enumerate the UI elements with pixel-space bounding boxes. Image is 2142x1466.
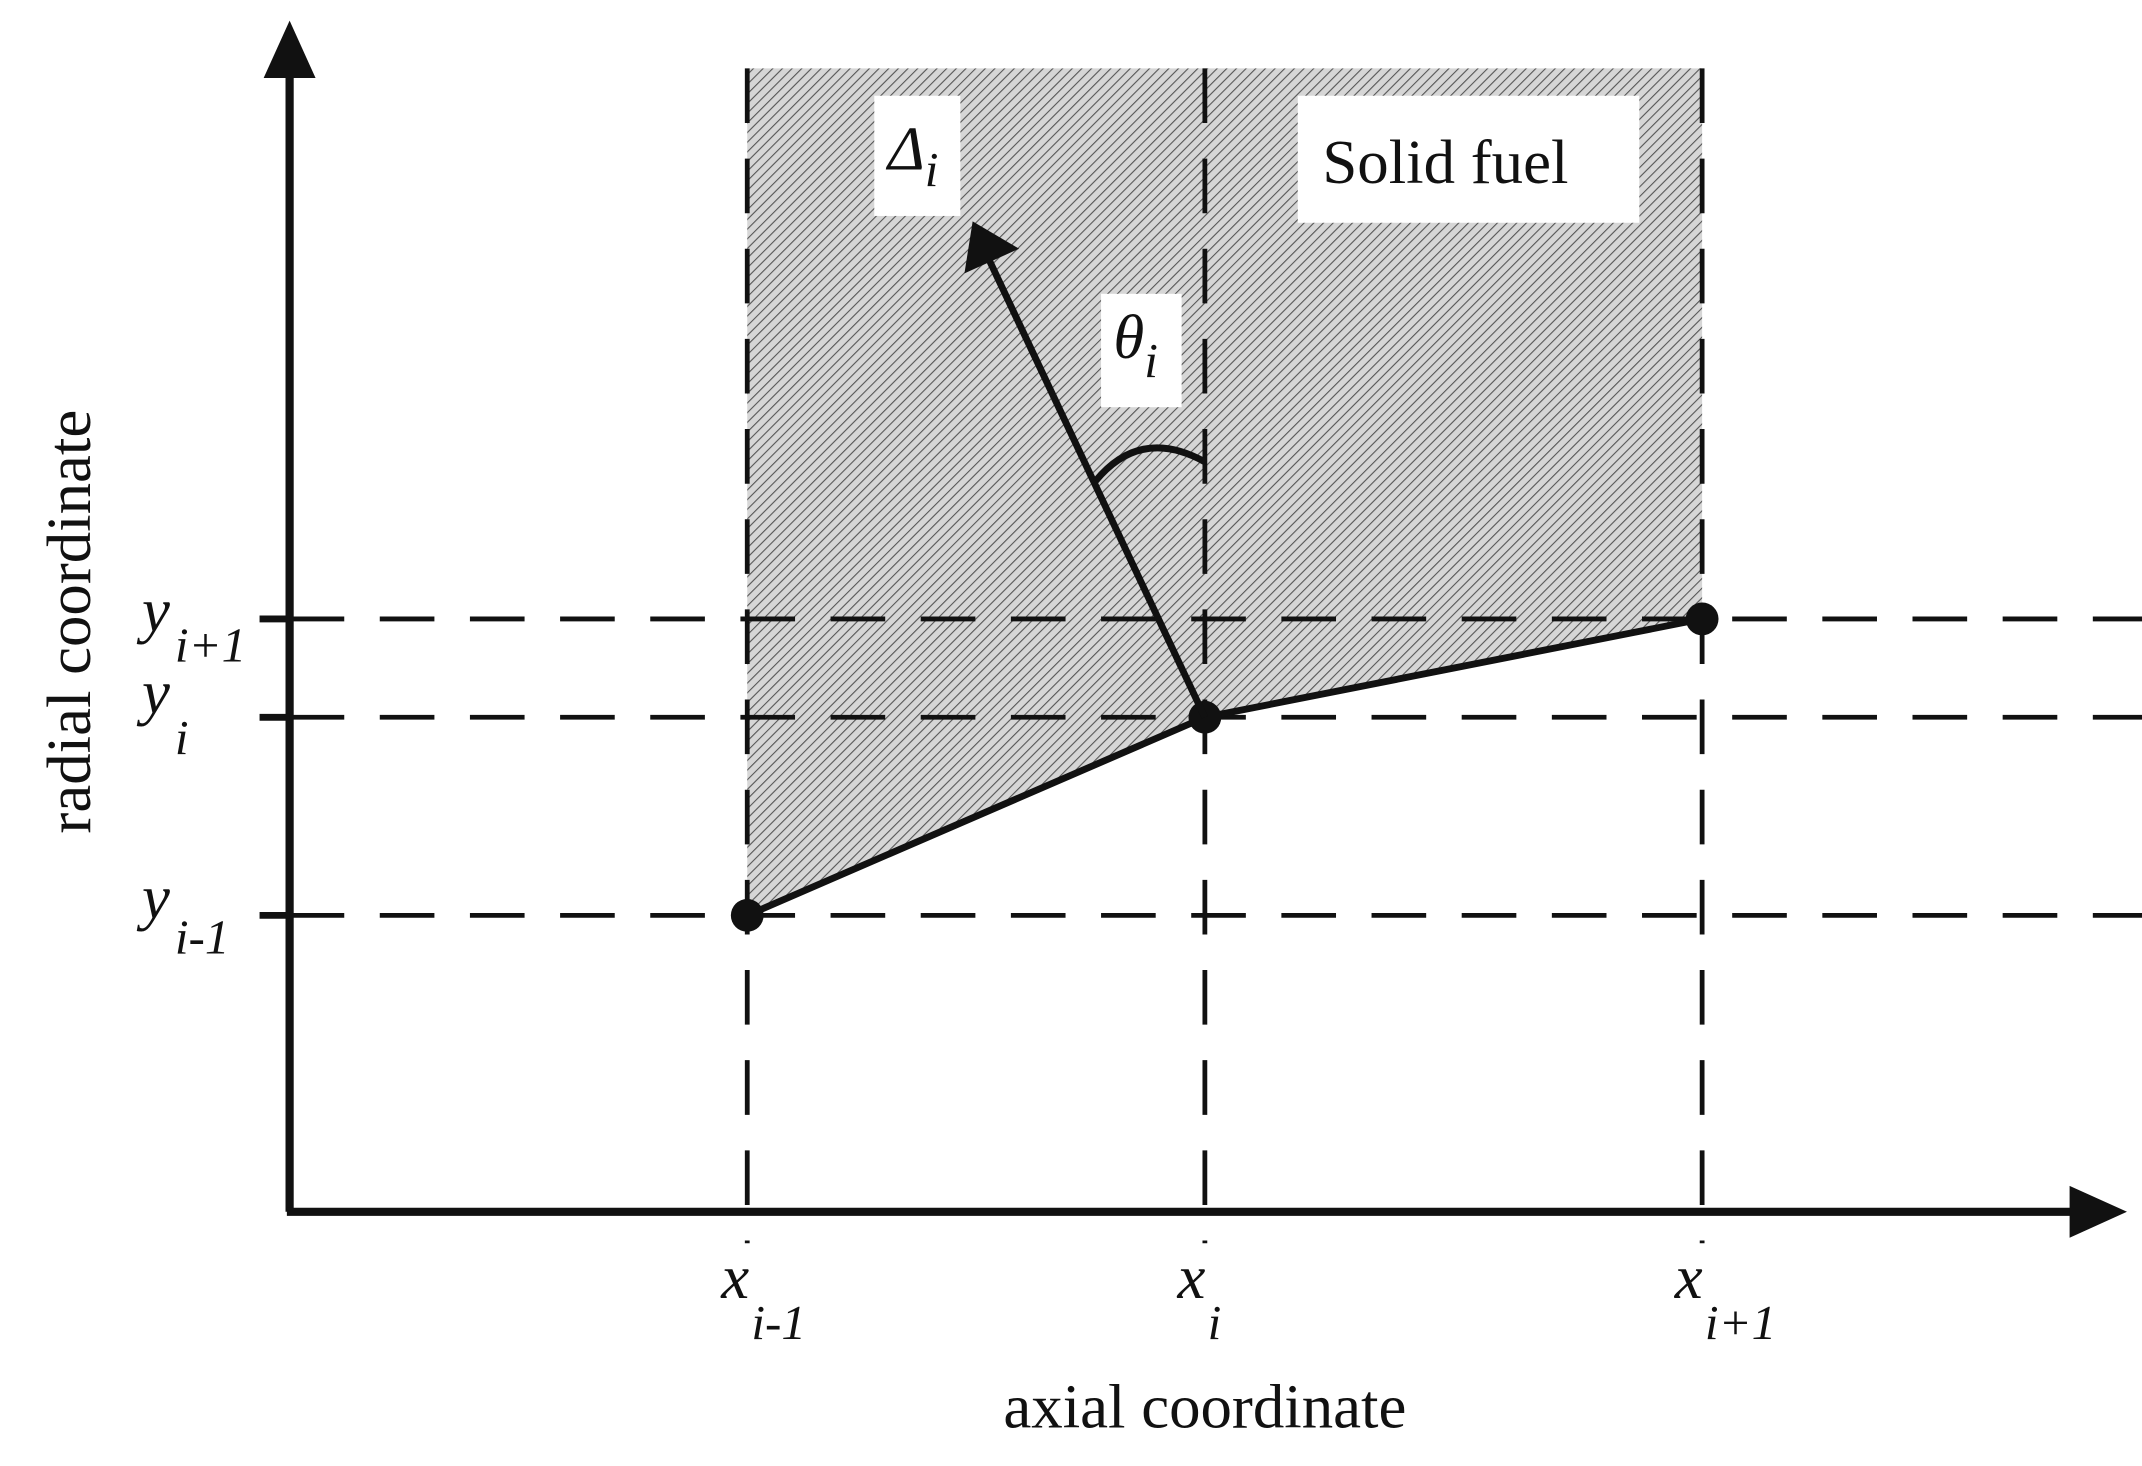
subscript: i bbox=[175, 710, 189, 765]
dashed-guides bbox=[289, 68, 2142, 1244]
subscript: i-1 bbox=[751, 1295, 806, 1350]
subscript: i bbox=[1208, 1295, 1222, 1350]
label-box bbox=[874, 95, 961, 216]
y-axis-title: radial coordinate bbox=[34, 410, 104, 834]
subscript: i-1 bbox=[175, 910, 230, 965]
normal-label: Δi bbox=[885, 113, 939, 196]
x-label: xi+1 bbox=[1674, 1242, 1776, 1350]
y-label: yi bbox=[136, 657, 188, 765]
x-axis-title: axial coordinate bbox=[1003, 1372, 1406, 1442]
symbol: y bbox=[136, 862, 170, 932]
symbol: x bbox=[1177, 1242, 1206, 1312]
subscript: i bbox=[1144, 333, 1158, 388]
x-label: xi bbox=[1177, 1242, 1222, 1350]
y-label: y i+1 bbox=[136, 575, 246, 672]
symbol: x bbox=[720, 1242, 749, 1312]
node bbox=[730, 898, 764, 932]
node bbox=[1685, 602, 1719, 636]
label-box bbox=[1101, 293, 1182, 408]
subscript: i+1 bbox=[175, 617, 246, 672]
y-label: yi-1 bbox=[136, 862, 229, 965]
symbol: y bbox=[136, 575, 170, 645]
label-box bbox=[1297, 95, 1640, 223]
solid-fuel-region bbox=[747, 68, 1703, 916]
symbol: y bbox=[136, 657, 170, 727]
region-label: Solid fuel bbox=[1322, 127, 1568, 197]
subscript: i bbox=[925, 142, 939, 197]
symbol: Δ bbox=[885, 113, 925, 183]
angle-label: θi bbox=[1113, 302, 1158, 388]
symbol: θ bbox=[1113, 302, 1144, 372]
angle-arc bbox=[1092, 444, 1207, 484]
axes bbox=[259, 20, 2127, 1238]
subscript: i+1 bbox=[1705, 1295, 1776, 1350]
symbol: x bbox=[1674, 1242, 1703, 1312]
normal-vector bbox=[964, 221, 1208, 719]
x-label: xi-1 bbox=[720, 1242, 806, 1350]
